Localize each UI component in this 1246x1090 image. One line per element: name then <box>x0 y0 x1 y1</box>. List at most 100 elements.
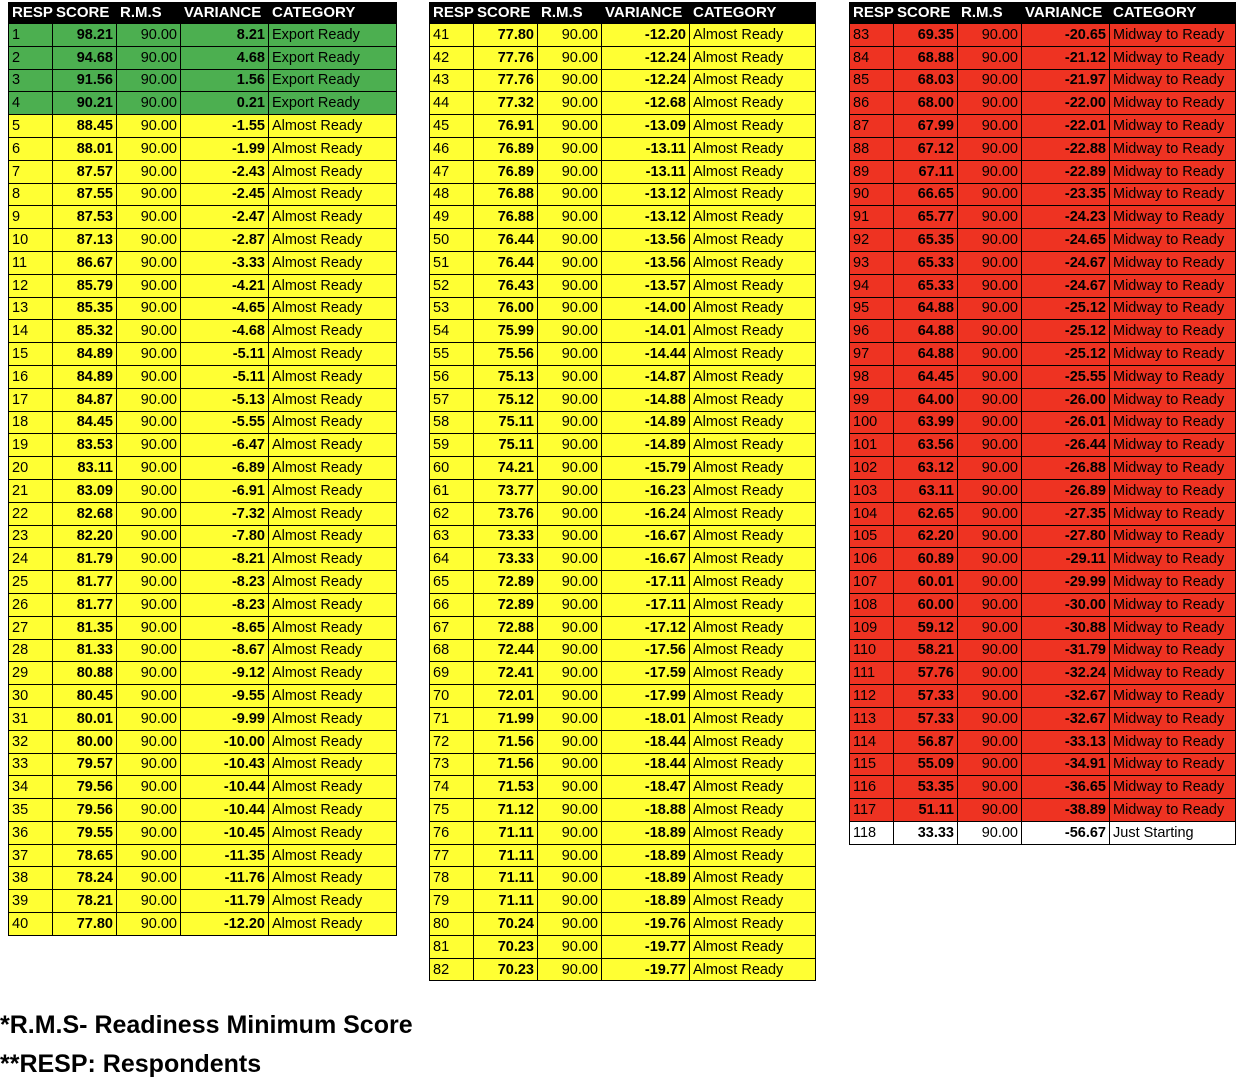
category-cell: Midway to Ready <box>1109 661 1236 686</box>
rms-cell: 90.00 <box>116 912 181 936</box>
rms-cell: 90.00 <box>957 364 1022 389</box>
resp-cell: 5 <box>8 114 53 138</box>
rms-cell: 90.00 <box>957 570 1022 594</box>
rms-cell: 90.00 <box>537 592 602 617</box>
variance-cell: -17.12 <box>601 615 690 640</box>
category-cell: Almost Ready <box>268 250 397 275</box>
category-cell: Almost Ready <box>268 843 397 868</box>
header-category: CATEGORY <box>1109 2 1236 24</box>
category-cell: Almost Ready <box>689 250 816 275</box>
table-row: 73 71.56 90.00 -18.44 Almost Ready <box>429 752 816 777</box>
score-cell: 87.13 <box>52 228 117 252</box>
resp-cell: 26 <box>8 592 53 617</box>
score-cell: 81.77 <box>52 592 117 617</box>
resp-cell: 58 <box>429 410 474 435</box>
category-cell: Almost Ready <box>268 729 397 754</box>
footnote-resp: **RESP: Respondents <box>0 1050 262 1078</box>
category-cell: Almost Ready <box>268 114 397 138</box>
resp-cell: 12 <box>8 273 53 298</box>
table-row: 58 75.11 90.00 -14.89 Almost Ready <box>429 410 816 435</box>
variance-cell: -27.35 <box>1021 501 1110 526</box>
category-cell: Almost Ready <box>268 820 397 845</box>
variance-cell: -10.43 <box>180 752 269 777</box>
category-cell: Almost Ready <box>689 547 816 572</box>
table-row: 57 75.12 90.00 -14.88 Almost Ready <box>429 387 816 412</box>
header-score: SCORE <box>52 2 117 24</box>
resp-cell: 79 <box>429 889 474 914</box>
category-cell: Midway to Ready <box>1109 501 1236 526</box>
rms-cell: 90.00 <box>116 501 181 526</box>
header-score: SCORE <box>893 2 958 24</box>
table-row: 118 33.33 90.00 -56.67 Just Starting <box>849 820 1236 845</box>
resp-cell: 62 <box>429 501 474 526</box>
resp-cell: 27 <box>8 615 53 640</box>
category-cell: Almost Ready <box>689 934 816 959</box>
resp-cell: 40 <box>8 912 53 936</box>
rms-cell: 90.00 <box>957 661 1022 686</box>
score-cell: 70.23 <box>473 957 538 982</box>
table-row: 51 76.44 90.00 -13.56 Almost Ready <box>429 250 816 275</box>
resp-cell: 47 <box>429 159 474 184</box>
table-row: 28 81.33 90.00 -8.67 Almost Ready <box>8 638 397 663</box>
resp-cell: 8 <box>8 182 53 207</box>
score-cell: 64.88 <box>893 319 958 344</box>
header-row: RESP SCORE R.M.S VARIANCE CATEGORY <box>8 2 397 24</box>
table-row: 104 62.65 90.00 -27.35 Midway to Ready <box>849 501 1236 526</box>
score-cell: 82.20 <box>52 524 117 549</box>
category-cell: Almost Ready <box>268 501 397 526</box>
table-row: 6 88.01 90.00 -1.99 Almost Ready <box>8 136 397 161</box>
score-cell: 63.12 <box>893 456 958 480</box>
rms-cell: 90.00 <box>537 957 602 982</box>
score-cell: 64.45 <box>893 364 958 389</box>
category-cell: Almost Ready <box>689 729 816 754</box>
rms-cell: 90.00 <box>957 547 1022 572</box>
rms-cell: 90.00 <box>116 866 181 891</box>
variance-cell: -13.09 <box>601 114 690 138</box>
variance-cell: -22.88 <box>1021 136 1110 161</box>
score-cell: 65.33 <box>893 273 958 298</box>
rms-cell: 90.00 <box>537 638 602 663</box>
resp-cell: 24 <box>8 547 53 572</box>
table-row: 110 58.21 90.00 -31.79 Midway to Ready <box>849 638 1236 663</box>
table-row: 80 70.24 90.00 -19.76 Almost Ready <box>429 912 816 936</box>
category-cell: Almost Ready <box>689 615 816 640</box>
variance-cell: -7.80 <box>180 524 269 549</box>
variance-cell: -18.89 <box>601 866 690 891</box>
score-cell: 76.43 <box>473 273 538 298</box>
variance-cell: -10.00 <box>180 729 269 754</box>
results-table-3: RESP SCORE R.M.S VARIANCE CATEGORY 83 69.35 90… <box>849 2 1236 845</box>
resp-cell: 6 <box>8 136 53 161</box>
resp-cell: 82 <box>429 957 474 982</box>
score-cell: 85.35 <box>52 296 117 321</box>
score-cell: 67.12 <box>893 136 958 161</box>
resp-cell: 41 <box>429 23 474 47</box>
category-cell: Almost Ready <box>268 889 397 914</box>
score-cell: 79.56 <box>52 775 117 800</box>
resp-cell: 60 <box>429 456 474 480</box>
category-cell: Almost Ready <box>268 478 397 503</box>
category-cell: Midway to Ready <box>1109 410 1236 435</box>
table-row: 49 76.88 90.00 -13.12 Almost Ready <box>429 205 816 230</box>
variance-cell: -18.89 <box>601 820 690 845</box>
rms-cell: 90.00 <box>116 387 181 412</box>
score-cell: 80.88 <box>52 661 117 686</box>
table-row: 56 75.13 90.00 -14.87 Almost Ready <box>429 364 816 389</box>
table-row: 93 65.33 90.00 -24.67 Midway to Ready <box>849 250 1236 275</box>
header-resp: RESP <box>429 2 474 24</box>
rms-cell: 90.00 <box>957 296 1022 321</box>
category-cell: Midway to Ready <box>1109 114 1236 138</box>
rms-cell: 90.00 <box>957 250 1022 275</box>
resp-cell: 106 <box>849 547 894 572</box>
resp-cell: 25 <box>8 570 53 594</box>
rms-cell: 90.00 <box>116 889 181 914</box>
rms-cell: 90.00 <box>537 159 602 184</box>
variance-cell: -4.65 <box>180 296 269 321</box>
score-cell: 69.35 <box>893 23 958 47</box>
score-cell: 67.11 <box>893 159 958 184</box>
table-row: 12 85.79 90.00 -4.21 Almost Ready <box>8 273 397 298</box>
category-cell: Almost Ready <box>268 205 397 230</box>
rms-cell: 90.00 <box>116 729 181 754</box>
variance-cell: -1.55 <box>180 114 269 138</box>
rms-cell: 90.00 <box>116 23 181 47</box>
score-cell: 88.45 <box>52 114 117 138</box>
